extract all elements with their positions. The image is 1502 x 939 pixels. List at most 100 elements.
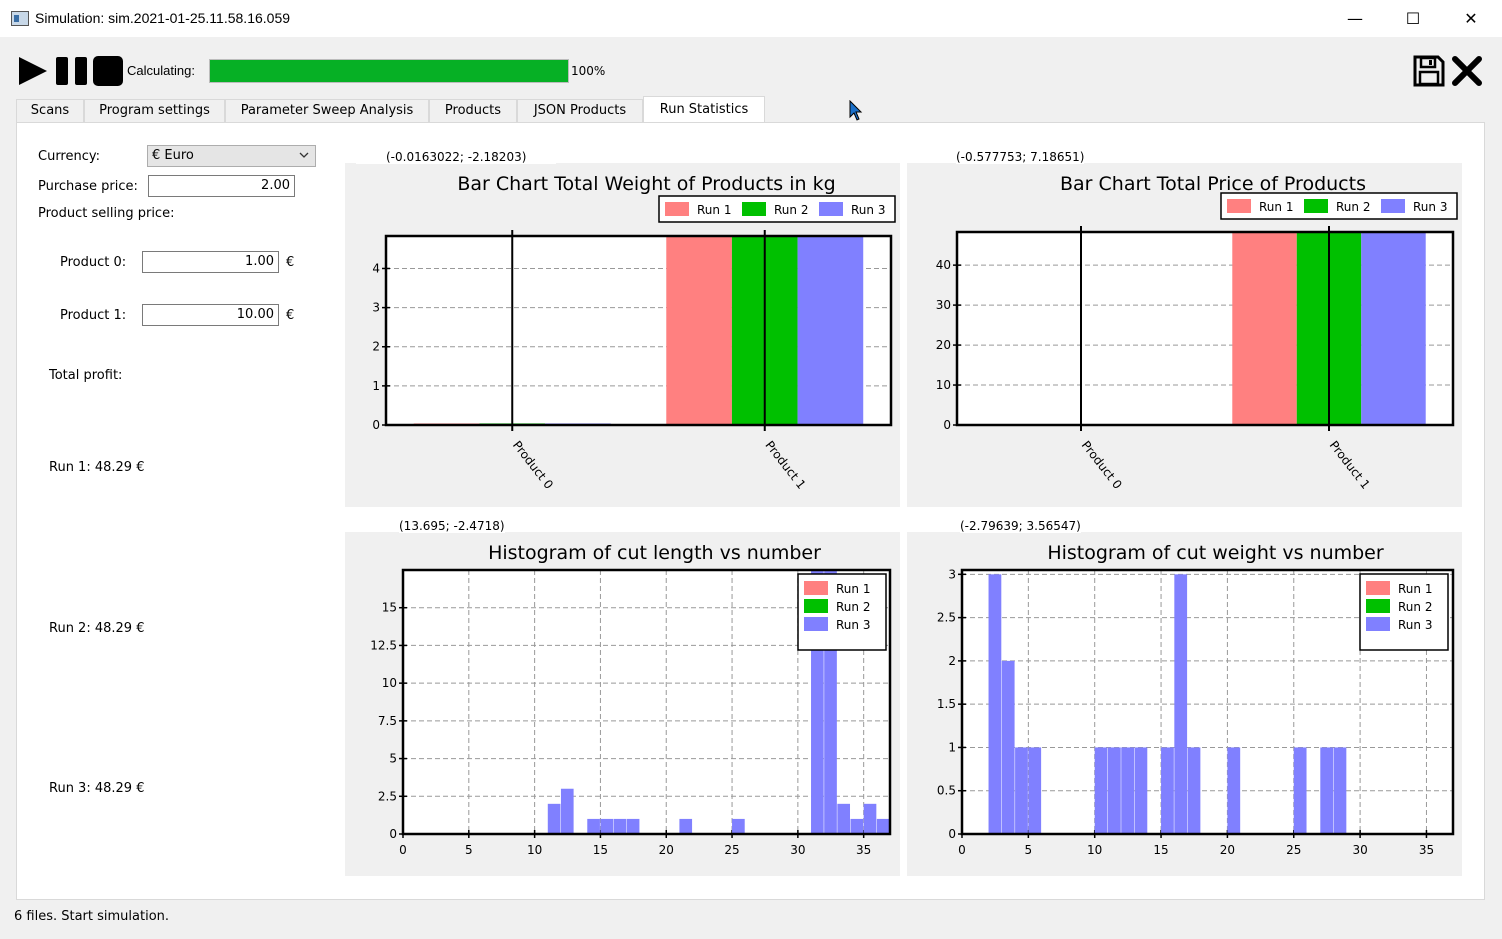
product-1-price-input[interactable]: 10.00 — [142, 304, 279, 326]
legend-swatch-run-1 — [804, 581, 828, 595]
tab-program-settings[interactable]: Program settings — [84, 99, 225, 122]
save-icon[interactable] — [1413, 55, 1445, 87]
histogram-bar — [1161, 747, 1174, 834]
stop-icon[interactable] — [93, 56, 123, 86]
window-title: Simulation: sim.2021-01-25.11.58.16.059 — [35, 10, 291, 26]
close-icon[interactable] — [1451, 55, 1483, 87]
histogram-bar — [1001, 660, 1015, 834]
y-tick-label: 0 — [372, 418, 380, 432]
histogram-bar — [1320, 747, 1334, 834]
histogram-bar — [560, 788, 574, 834]
play-icon[interactable] — [19, 57, 47, 85]
chart-length-panel: Histogram of cut length vs number 0 2.5 5 7.… — [345, 532, 900, 876]
y-tick-label: 1 — [372, 379, 380, 393]
legend-swatch-run-3 — [819, 202, 843, 216]
tab-scans[interactable]: Scans — [16, 99, 84, 122]
legend-label-run-1: Run 1 — [836, 582, 870, 596]
product-1-unit: € — [286, 308, 295, 323]
purchase-price-input[interactable]: 2.00 — [148, 175, 295, 197]
legend-swatch-run-3 — [804, 617, 828, 631]
y-tick-label: 12.5 — [370, 638, 397, 652]
histogram-bar — [1293, 747, 1307, 834]
x-tick-label: Product 1 — [762, 438, 808, 492]
currency-label: Currency: — [38, 149, 101, 164]
tab-parameter-sweep-analysis[interactable]: Parameter Sweep Analysis — [225, 99, 429, 122]
x-tick-label: 20 — [1220, 843, 1235, 857]
currency-select[interactable]: € Euro — [147, 145, 316, 167]
x-tick-label: 0 — [399, 843, 407, 857]
legend-label-run-1: Run 1 — [1398, 582, 1432, 596]
y-tick-label: 10 — [936, 378, 951, 392]
histogram-bar — [1333, 747, 1347, 834]
legend-swatch-run-2 — [804, 599, 828, 613]
histogram-bar — [1227, 747, 1241, 834]
legend-swatch-run-2 — [1304, 199, 1328, 213]
x-tick-label: 20 — [659, 843, 674, 857]
mouse-cursor-icon — [849, 100, 863, 121]
x-tick-label: 10 — [527, 843, 542, 857]
x-tick-label: Product 1 — [1327, 438, 1373, 492]
tab-products[interactable]: Products — [429, 99, 517, 122]
histogram-bar — [1107, 747, 1121, 834]
chart-price[interactable]: Bar Chart Total Price of Products 0 10 20 30… — [907, 163, 1462, 507]
chart-cut-weight[interactable]: Histogram of cut weight vs number 0 0.5 1 1.… — [907, 532, 1462, 876]
chart-title: Histogram of cut length vs number — [488, 542, 821, 564]
chart-price-coord: (-0.577753; 7.18651) — [956, 150, 1085, 164]
histogram-bar — [876, 818, 890, 834]
x-tick-label: Product 0 — [510, 438, 556, 492]
chart-cut-weight-panel: Histogram of cut weight vs number 0 0.5 1 1.… — [907, 532, 1462, 876]
y-tick-label: 2.5 — [378, 789, 397, 803]
x-tick-label: 5 — [465, 843, 473, 857]
chart-title: Bar Chart Total Weight of Products in kg — [457, 173, 835, 195]
bar-run-3 — [1361, 232, 1426, 425]
legend-box — [1220, 192, 1458, 220]
legend-swatch-run-3 — [1381, 199, 1405, 213]
minimize-button[interactable]: — — [1347, 9, 1363, 28]
y-tick-label: 1 — [948, 740, 956, 754]
histogram-bar — [1134, 747, 1148, 834]
legend-label-run-1: Run 1 — [1259, 200, 1293, 214]
legend-label-run-1: Run 1 — [697, 203, 731, 217]
histogram-bar — [587, 818, 600, 834]
plot-border — [960, 568, 1455, 836]
chart-price-panel: Bar Chart Total Price of Products 0 10 20 30… — [907, 163, 1462, 507]
y-tick-label: 2 — [372, 340, 380, 354]
x-tick-label: 35 — [1419, 843, 1434, 857]
y-tick-label: 10 — [382, 676, 397, 690]
bar-run-3 — [797, 236, 864, 425]
x-tick-label: 25 — [724, 843, 739, 857]
legend-box — [658, 195, 896, 223]
plot-border — [955, 230, 1455, 427]
chart-title: Histogram of cut weight vs number — [1047, 542, 1384, 564]
legend-label-run-2: Run 2 — [1336, 200, 1370, 214]
progress-text: 100% — [571, 64, 606, 78]
y-tick-label: 7.5 — [378, 714, 397, 728]
tab-json-products[interactable]: JSON Products — [517, 99, 643, 122]
chart-length[interactable]: Histogram of cut length vs number 0 2.5 5 7.… — [345, 532, 900, 876]
tab-run-statistics[interactable]: Run Statistics — [643, 96, 765, 122]
histogram-bar — [732, 818, 745, 834]
y-tick-label: 0 — [389, 827, 397, 841]
x-tick-label: 5 — [1025, 843, 1033, 857]
histogram-bar — [850, 818, 864, 834]
legend-label-run-3: Run 3 — [1398, 618, 1432, 632]
histogram-bar — [1121, 747, 1135, 834]
histogram-bar — [613, 818, 627, 834]
progress-fill — [210, 60, 568, 82]
pause-icon[interactable] — [56, 57, 87, 85]
maximize-button[interactable]: ☐ — [1405, 9, 1421, 28]
chart-weight[interactable]: Bar Chart Total Weight of Products in kg… — [345, 163, 900, 507]
title-bar: Simulation: sim.2021-01-25.11.58.16.059 … — [0, 0, 1502, 38]
legend-swatch-run-2 — [1366, 599, 1390, 613]
legend-label-run-2: Run 2 — [1398, 600, 1432, 614]
y-tick-label: 5 — [389, 752, 397, 766]
y-tick-label: 3 — [948, 567, 956, 581]
y-tick-label: 2 — [948, 654, 956, 668]
x-tick-label: 30 — [790, 843, 805, 857]
close-window-button[interactable]: ✕ — [1464, 9, 1478, 28]
x-tick-label: 35 — [856, 843, 871, 857]
run-3-profit: Run 3: 48.29 € — [49, 781, 145, 796]
product-0-price-input[interactable]: 1.00 — [142, 251, 279, 273]
histogram-bar — [547, 803, 561, 834]
x-tick-label: 10 — [1087, 843, 1102, 857]
